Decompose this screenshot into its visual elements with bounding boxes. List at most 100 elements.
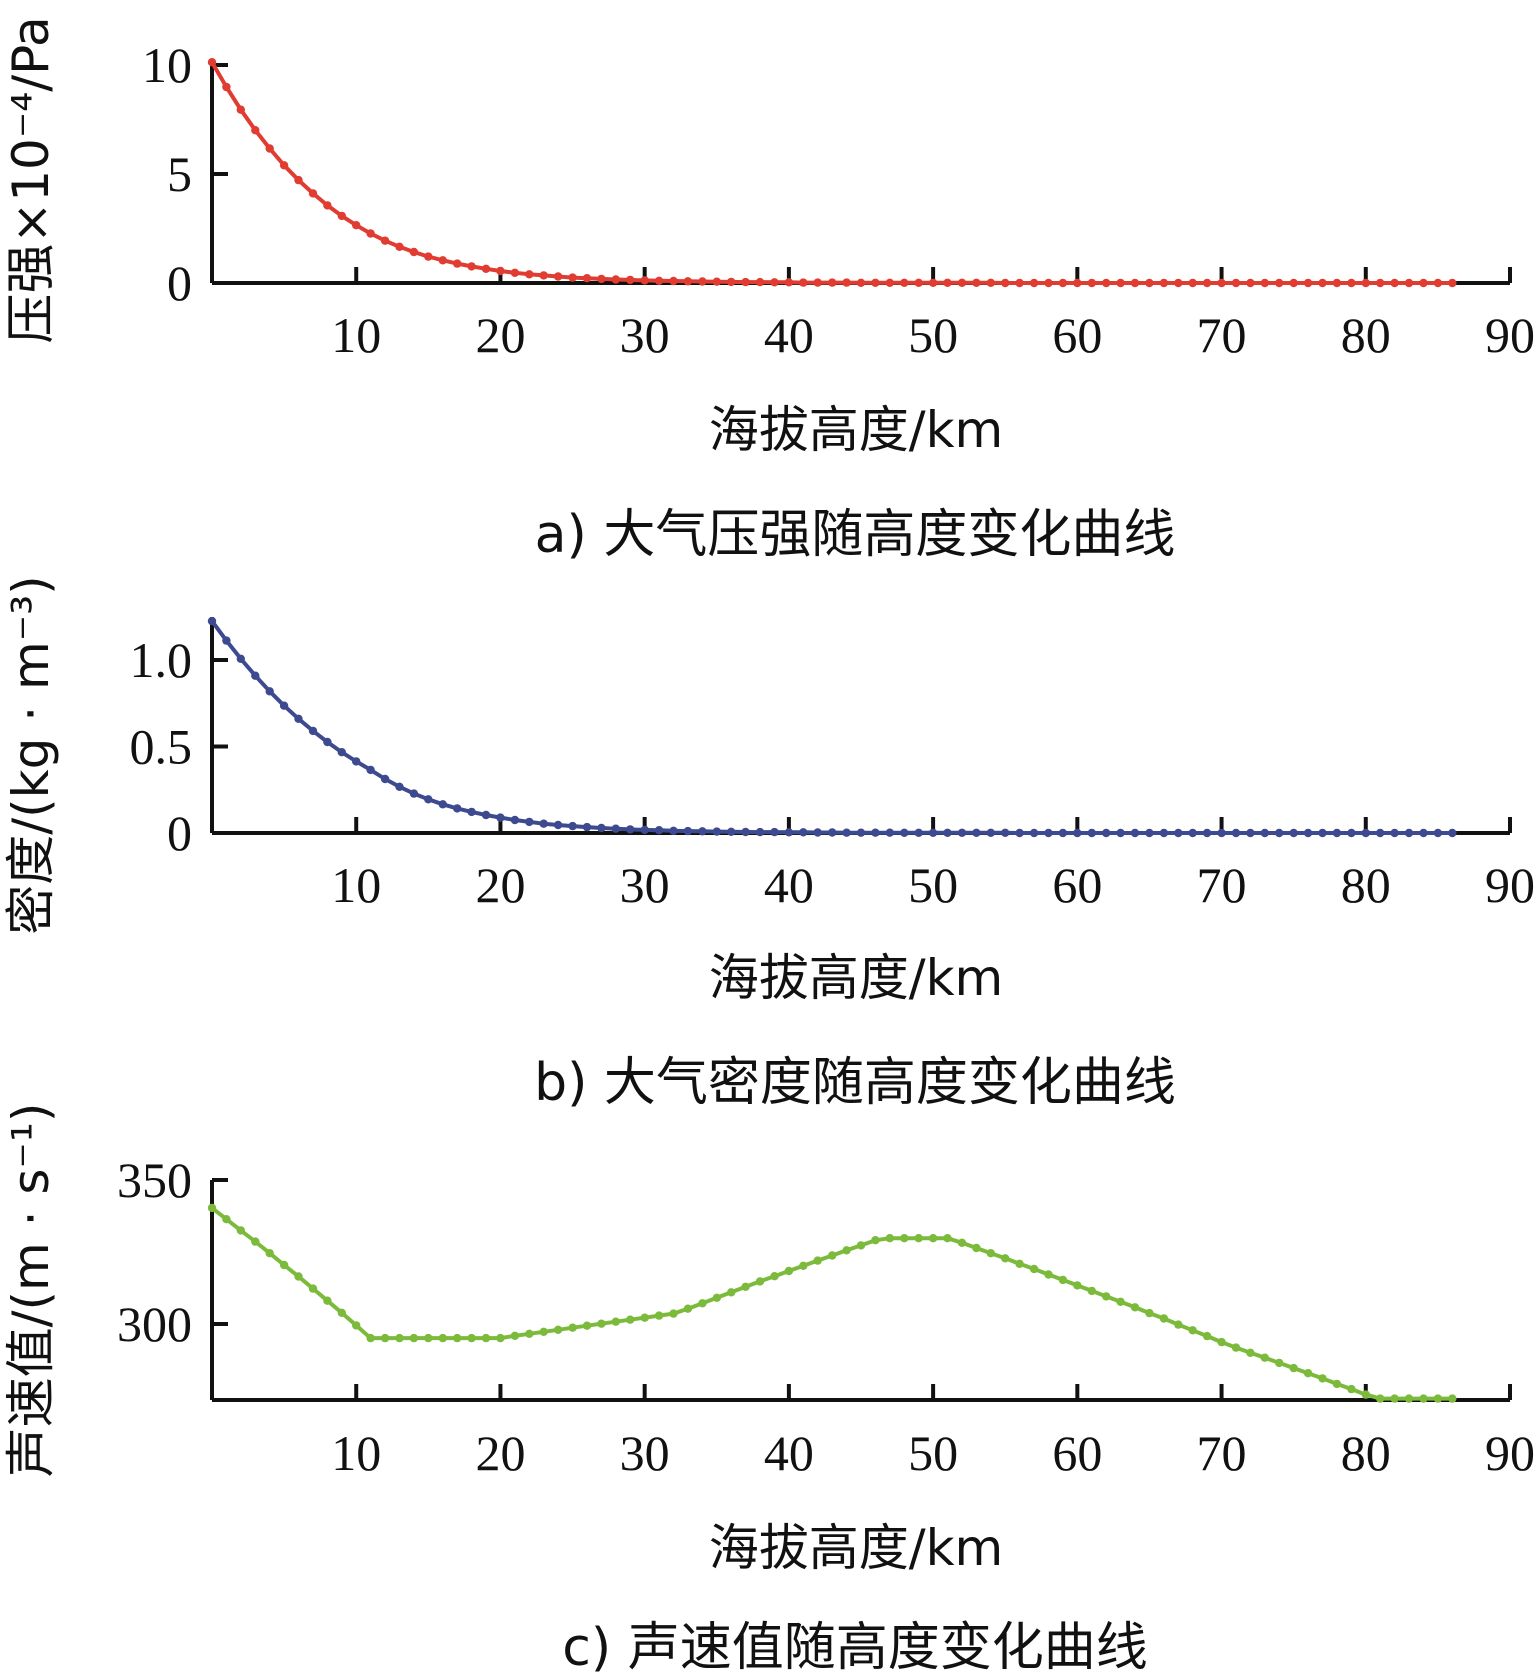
y-tick-label: 5	[167, 146, 192, 202]
data-point	[395, 1333, 404, 1343]
data-point	[597, 1319, 606, 1328]
x-tick-label: 80	[1341, 307, 1391, 363]
data-point	[856, 828, 866, 837]
x-tick-label: 70	[1197, 857, 1247, 913]
data-point	[1044, 828, 1053, 838]
data-point	[1260, 278, 1270, 288]
data-point	[1361, 278, 1371, 288]
data-point	[409, 247, 419, 257]
data-point	[683, 1304, 693, 1313]
data-point	[323, 201, 332, 210]
data-point	[553, 272, 563, 281]
data-point	[308, 189, 318, 198]
data-point	[539, 271, 548, 280]
x-tick-label: 50	[908, 1425, 958, 1481]
chart-caption: c) 声速值随高度变化曲线	[562, 1618, 1147, 1678]
y-tick-label: 10	[142, 37, 192, 93]
data-point	[1433, 278, 1443, 288]
data-point	[1029, 828, 1039, 838]
data-point	[957, 828, 967, 837]
data-point	[1361, 1390, 1371, 1399]
data-point	[1332, 1379, 1342, 1389]
data-point	[986, 828, 995, 837]
data-point	[799, 1261, 808, 1271]
data-point	[828, 828, 837, 837]
data-point	[1448, 1394, 1457, 1403]
data-point	[928, 278, 938, 287]
data-point	[654, 826, 664, 835]
data-point	[308, 1284, 318, 1293]
x-tick-label: 20	[475, 1425, 525, 1481]
data-point	[294, 714, 303, 723]
data-point	[842, 1246, 851, 1255]
y-tick-label: 1.0	[130, 632, 193, 688]
data-point	[539, 1327, 548, 1337]
data-point	[900, 278, 909, 287]
series-line	[210, 1206, 1453, 1401]
data-point	[1029, 278, 1039, 288]
data-point	[1102, 1292, 1111, 1301]
data-point	[1347, 1384, 1356, 1394]
data-point	[294, 175, 303, 185]
data-point	[1001, 278, 1010, 288]
data-point	[1303, 828, 1313, 838]
data-point	[251, 126, 260, 135]
data-point	[510, 815, 520, 825]
data-point	[568, 821, 577, 831]
data-point	[236, 1226, 245, 1235]
data-point	[842, 828, 851, 837]
data-point	[856, 1241, 866, 1250]
data-point	[828, 1251, 837, 1260]
data-point	[352, 221, 361, 230]
data-point	[568, 1323, 577, 1332]
data-point	[698, 827, 707, 836]
x-tick-label: 10	[331, 857, 381, 913]
data-point	[1188, 278, 1197, 288]
data-point	[222, 636, 231, 645]
x-tick-label: 40	[764, 307, 814, 363]
data-point	[438, 800, 447, 809]
data-point	[265, 1249, 274, 1258]
y-tick-label: 0.5	[130, 719, 193, 775]
data-point	[1419, 828, 1428, 838]
data-point	[352, 1321, 361, 1330]
data-point	[871, 278, 880, 287]
data-point	[626, 275, 635, 285]
data-point	[957, 278, 967, 287]
x-axis-title: 海拔高度/km	[709, 1519, 1004, 1577]
data-point	[1318, 1374, 1327, 1383]
data-point	[1448, 828, 1457, 838]
data-point	[1231, 1343, 1241, 1352]
data-point	[1029, 1264, 1039, 1274]
data-point	[481, 810, 491, 820]
data-point	[1318, 278, 1327, 288]
data-point	[712, 277, 721, 286]
data-point	[323, 1296, 332, 1305]
data-point	[1404, 278, 1414, 288]
data-point	[1001, 1254, 1010, 1263]
chart-panel-2: 10 20 30 40 50 60 70 80 90 0 0.5 1.0 海拔高度/km 密度/(kg ·…	[2, 575, 1535, 1113]
data-point	[943, 1234, 952, 1243]
data-point	[986, 1249, 995, 1258]
data-point	[799, 278, 808, 287]
data-point	[1376, 278, 1385, 288]
data-point	[1015, 828, 1024, 838]
data-point	[582, 1321, 592, 1330]
data-point	[467, 807, 476, 817]
data-point	[481, 1333, 491, 1343]
data-point	[1073, 1281, 1082, 1290]
data-point	[1058, 1275, 1068, 1285]
data-point	[496, 1333, 505, 1343]
data-point	[1404, 1394, 1414, 1403]
data-point	[424, 1333, 433, 1343]
data-point	[640, 276, 649, 285]
x-tick-label: 40	[764, 857, 814, 913]
data-point	[207, 616, 217, 626]
data-point	[828, 278, 837, 287]
data-point	[1217, 1337, 1226, 1347]
data-point	[770, 827, 779, 837]
data-point	[741, 277, 750, 287]
data-point	[236, 105, 245, 114]
data-point	[553, 1325, 563, 1335]
data-point	[467, 1333, 476, 1343]
